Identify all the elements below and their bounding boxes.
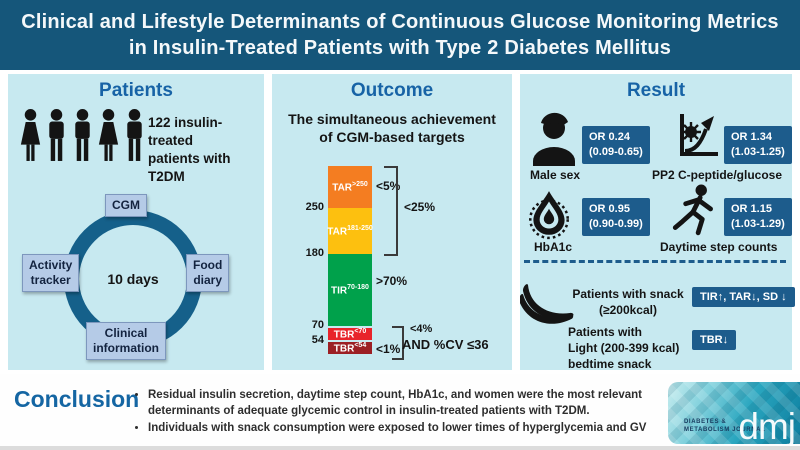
runner-icon [672, 184, 713, 236]
title-bar: Clinical and Lifestyle Determinants of C… [0, 0, 800, 70]
cycle-node-clinical-information: Clinical information [86, 322, 166, 360]
male-bust-icon [533, 112, 575, 166]
label-male-sex: Male sex [530, 168, 581, 182]
journal-name-line-1: DIABETES & [684, 419, 727, 425]
or-badge-hba1c: OR 0.95 (0.90-0.99) [582, 198, 650, 236]
conclusion-section: Conclusion Residual insulin secretion, d… [0, 374, 800, 450]
snack-1-effect-badge: TIR↑, TAR↓, SD ↓ [692, 287, 795, 307]
axis-tick-180: 180 [305, 247, 324, 259]
cycle-node-activity-tracker: Activity tracker [22, 254, 80, 292]
cycle-node-cgm: CGM [105, 194, 147, 217]
label-step-counts: Daytime step counts [660, 240, 778, 254]
conclusion-bullet-2: Individuals with snack consumption were … [148, 421, 688, 437]
or-ci: (1.03-1.29) [731, 218, 785, 230]
cgm-target-bar: TAR>250 TAR181-250 TIR70-180 TBR<70 TBR<… [327, 166, 373, 354]
bar-segment-tar-over-250: TAR>250 [328, 166, 372, 208]
patient-group-icon [18, 104, 147, 166]
title-line-1: Clinical and Lifestyle Determinants of C… [21, 11, 779, 33]
journal-name: DIABETES & METABOLISM JOURNAL [684, 418, 765, 434]
snack-2-line-3: bedtime snack [568, 357, 652, 371]
segment-label: TBR<54 [333, 341, 367, 355]
or-value: OR 0.95 [589, 203, 630, 215]
target-tbr54: <1% [376, 342, 401, 356]
axis-tick-70: 70 [311, 319, 324, 331]
bar-segment-tbr-under-54: TBR<54 [328, 342, 372, 354]
target-tir: >70% [376, 274, 408, 288]
result-divider [524, 260, 786, 263]
or-value: OR 1.34 [731, 131, 772, 143]
or-value: OR 1.15 [731, 203, 772, 215]
target-tar250: <5% [376, 179, 401, 193]
result-panel: Result OR 0.24 (0.09-0.65) Male sex OR 1… [520, 74, 795, 372]
clinical-info-line-1: Clinical [104, 326, 148, 340]
bar-segment-tar-181-250: TAR181-250 [327, 208, 373, 254]
or-ci: (0.09-0.65) [589, 146, 643, 158]
tar-combined-bracket [384, 166, 398, 256]
snack-1-line-2: (≥200kcal) [599, 303, 657, 317]
rising-curve-chart-icon [680, 114, 718, 156]
activity-tracker-line-2: tracker [30, 273, 71, 287]
outcome-panel: Outcome The simultaneous achievement of … [272, 74, 512, 370]
logo-mosaic-pattern [668, 382, 800, 444]
bottom-edge-strip [0, 446, 800, 450]
label-hba1c: HbA1c [534, 240, 573, 254]
dmj-logotype: dmj [738, 406, 796, 444]
activity-tracker-line-1: Activity [29, 258, 73, 272]
food-diary-line-2: diary [193, 273, 222, 287]
outcome-subtitle-line-1: The simultaneous achievement [288, 111, 496, 127]
axis-tick-54: 54 [311, 334, 324, 346]
food-diary-line-1: Food [193, 258, 223, 272]
segment-label: TAR>250 [332, 180, 368, 194]
study-duration: 10 days [107, 271, 159, 287]
cohort-line-1: 122 insulin-treated [148, 115, 223, 148]
blood-drop-icon [529, 191, 569, 240]
conclusion-heading: Conclusion [14, 386, 140, 412]
patients-heading: Patients [99, 80, 173, 101]
snack-2-effect-badge: TBR↓ [692, 330, 737, 350]
axis-tick-250: 250 [305, 201, 324, 213]
cohort-description: 122 insulin-treated patients with T2DM [148, 114, 264, 186]
segment-label: TIR70-180 [331, 283, 369, 297]
outcome-subtitle-line-2: of CGM-based targets [319, 129, 465, 145]
clinical-info-line-2: information [93, 341, 159, 355]
target-tar-total: <25% [404, 200, 436, 214]
bar-segment-tbr-under-70: TBR<70 [328, 328, 372, 340]
label-pp2-c-peptide: PP2 C-peptide/glucose [652, 168, 783, 182]
title-line-2: in Insulin-Treated Patients with Type 2 … [128, 37, 672, 59]
banana-icon [520, 284, 574, 324]
person-woman-icon [98, 109, 119, 161]
person-man-icon [127, 109, 142, 161]
snack-group-2-label: Patients with Light (200-399 kcal) bedti… [564, 324, 696, 372]
person-man-icon [75, 109, 90, 161]
journal-name-line-2: METABOLISM JOURNAL [684, 427, 766, 433]
or-badge-male-sex: OR 0.24 (0.09-0.65) [582, 126, 650, 164]
person-woman-icon [20, 109, 41, 161]
or-ci: (0.90-0.99) [589, 218, 643, 230]
or-value: OR 0.24 [589, 131, 630, 143]
target-tbr-total: <4% [410, 323, 433, 335]
bar-segment-tir-70-180: TIR70-180 [328, 254, 372, 326]
conclusion-list: Residual insulin secretion, daytime step… [132, 388, 688, 439]
cv-criterion: AND %CV ≤36 [402, 337, 489, 352]
cycle-node-food-diary: Food diary [186, 254, 230, 292]
patients-panel: Patients [8, 74, 264, 370]
snack-1-line-1: Patients with snack [572, 287, 684, 301]
person-man-icon [49, 109, 64, 161]
or-badge-pp2-c-peptide: OR 1.34 (1.03-1.25) [724, 126, 792, 164]
cohort-line-2: patients with T2DM [148, 151, 231, 184]
tbr-combined-bracket [392, 326, 404, 360]
outcome-heading: Outcome [350, 80, 434, 101]
conclusion-bullet-1: Residual insulin secretion, daytime step… [148, 388, 688, 419]
snack-group-1-label: Patients with snack (≥200kcal) [568, 286, 688, 318]
snack-2-line-2: Light (200-399 kcal) [568, 341, 680, 355]
or-ci: (1.03-1.25) [731, 146, 785, 158]
result-heading: Result [626, 80, 686, 101]
snack-2-line-1: Patients with [568, 325, 643, 339]
journal-logo: DIABETES & METABOLISM JOURNAL dmj [668, 382, 800, 444]
segment-label: TAR181-250 [327, 224, 373, 238]
or-badge-step-counts: OR 1.15 (1.03-1.29) [724, 198, 792, 236]
outcome-subtitle: The simultaneous achievement of CGM-base… [272, 110, 512, 146]
segment-label: TBR<70 [333, 327, 367, 341]
